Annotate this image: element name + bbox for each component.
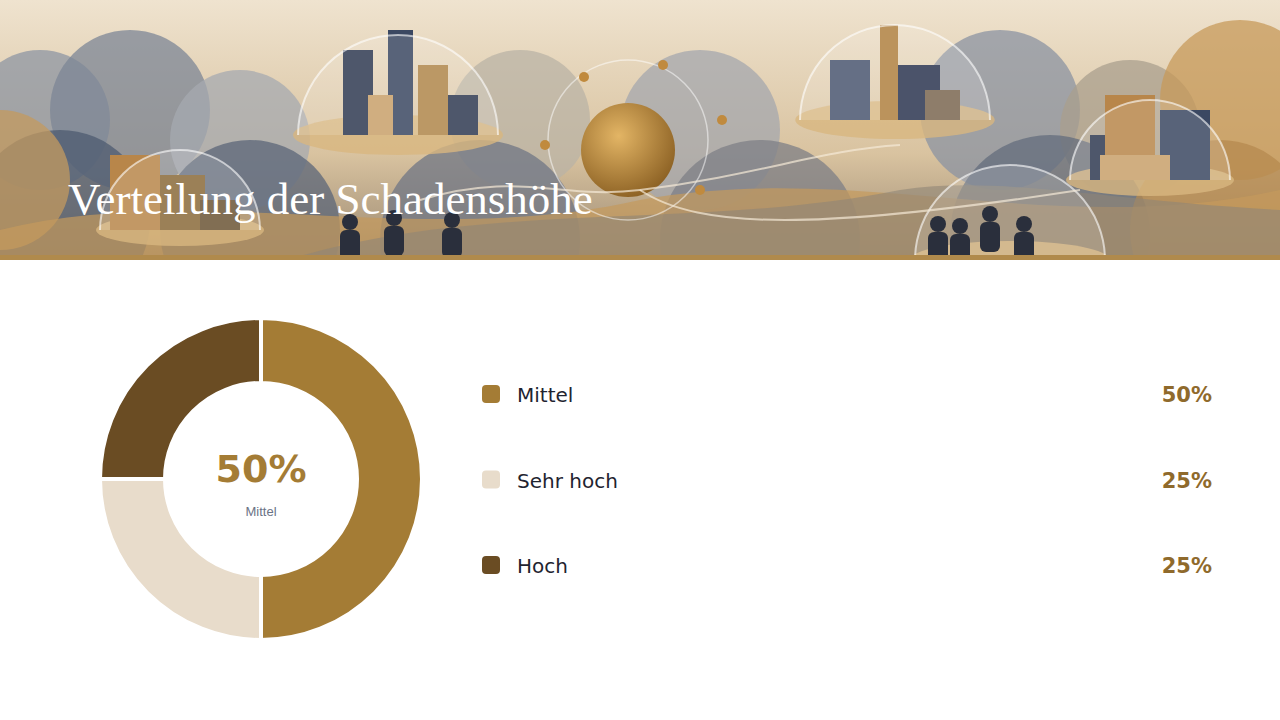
orbit-dot — [579, 72, 589, 82]
slide: Verteilung der Schadenshöhe50%MittelMitt… — [0, 0, 1280, 720]
person — [384, 226, 404, 256]
header — [0, 0, 1280, 256]
dome — [1070, 100, 1230, 180]
person — [930, 216, 946, 232]
center-value: 50% — [216, 447, 307, 491]
legend-swatch — [482, 385, 500, 403]
orbit-dot — [695, 185, 705, 195]
header-rule — [0, 255, 1280, 260]
person — [952, 218, 968, 234]
legend-value: 50% — [1162, 383, 1212, 407]
center-label: Mittel — [245, 504, 276, 519]
legend-swatch — [482, 556, 500, 574]
person — [1014, 232, 1034, 256]
legend: Mittel 50% Sehr hoch 25% Hoch 25% — [482, 383, 1212, 578]
legend-value: 25% — [1162, 469, 1212, 493]
donut-slice — [100, 479, 261, 640]
orbit-dot — [540, 140, 550, 150]
person — [340, 230, 360, 256]
person — [982, 206, 998, 222]
dome — [800, 25, 990, 120]
person — [928, 232, 948, 256]
legend-swatch — [482, 471, 500, 489]
legend-value: 25% — [1162, 554, 1212, 578]
person — [980, 222, 1000, 252]
person — [950, 234, 970, 256]
legend-label: Hoch — [517, 554, 568, 578]
path-line — [640, 190, 1080, 220]
orbit-dot — [717, 115, 727, 125]
title: Verteilung der Schadenshöhe — [68, 174, 593, 224]
orbit-dot — [658, 60, 668, 70]
legend-label: Mittel — [517, 383, 573, 407]
orb — [581, 103, 675, 197]
legend-label: Sehr hoch — [517, 469, 618, 493]
person — [1016, 216, 1032, 232]
person — [442, 228, 462, 256]
dome — [298, 35, 498, 135]
donut — [100, 318, 422, 640]
